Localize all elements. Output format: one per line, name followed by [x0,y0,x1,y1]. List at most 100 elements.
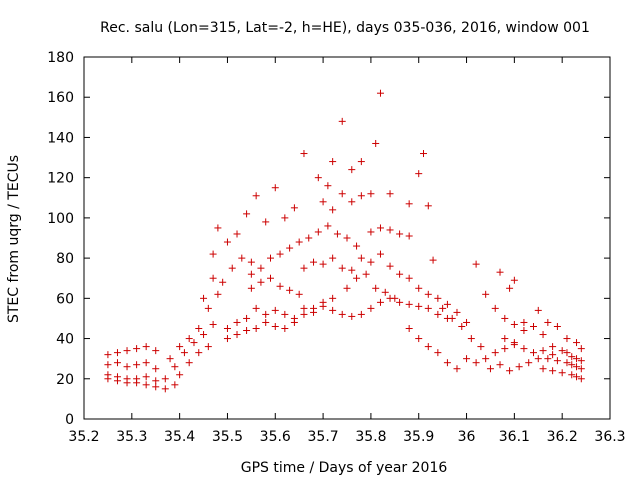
data-point [271,322,279,330]
data-point [348,166,356,174]
y-tick-label: 100 [47,211,74,227]
data-point [166,355,174,363]
data-point [563,359,571,367]
data-point [372,139,380,147]
data-point [496,268,504,276]
data-point [367,258,375,266]
data-point [300,304,308,312]
data-point [219,278,227,286]
data-point [348,312,356,320]
data-point [549,343,557,351]
data-point [104,375,112,383]
x-axis-label: GPS time / Days of year 2016 [241,460,448,476]
data-point [247,270,255,278]
data-point [223,238,231,246]
data-point [362,270,370,278]
data-point [510,320,518,328]
data-point [458,322,466,330]
data-point [386,190,394,198]
y-tick-label: 0 [65,412,74,428]
data-point [262,310,270,318]
data-point [376,298,384,306]
data-point [262,218,270,226]
y-tick-label: 40 [56,332,74,348]
data-point [113,359,121,367]
data-point [233,230,241,238]
data-point [539,347,547,355]
data-point [152,365,160,373]
data-point [195,349,203,357]
data-point [290,318,298,326]
data-point [386,226,394,234]
data-point [529,349,537,357]
data-point [223,335,231,343]
data-point [295,290,303,298]
data-point [252,192,260,200]
data-point [252,304,260,312]
data-point [185,335,193,343]
data-point [568,353,576,361]
data-point [520,318,528,326]
data-point [353,242,361,250]
data-point [415,284,423,292]
data-point [396,270,404,278]
data-point [405,274,413,282]
data-point [558,347,566,355]
y-tick-label: 20 [56,372,74,388]
data-point [424,304,432,312]
x-tick-label: 35.2 [68,429,99,445]
data-point [319,298,327,306]
data-point [424,202,432,210]
data-point [319,260,327,268]
data-point [204,343,212,351]
data-point [180,349,188,357]
data-point [520,327,528,335]
x-tick-label: 35.4 [164,429,195,445]
data-point [534,306,542,314]
data-point [367,304,375,312]
data-point [243,327,251,335]
plot-frame [83,56,611,420]
data-point [286,286,294,294]
data-point [501,335,509,343]
data-point [104,361,112,369]
x-tick-label: 36.1 [499,429,530,445]
data-point [434,294,442,302]
data-point [549,351,557,359]
data-point [171,363,179,371]
data-point [324,182,332,190]
data-point [176,371,184,379]
data-point [357,158,365,166]
data-point [544,355,552,363]
data-point [324,222,332,230]
data-point [396,298,404,306]
data-point [439,304,447,312]
data-point [510,276,518,284]
data-point [247,284,255,292]
data-point [573,373,581,381]
data-point [152,377,160,385]
data-point [266,274,274,282]
data-point [463,318,471,326]
data-point [310,258,318,266]
data-point [286,244,294,252]
data-point [396,230,404,238]
data-point [276,282,284,290]
data-point [209,250,217,258]
data-point [525,359,533,367]
data-point [195,325,203,332]
data-point [376,224,384,232]
data-point [300,264,308,272]
data-point [266,254,274,262]
data-point [415,302,423,310]
data-point [463,355,471,363]
data-point [482,355,490,363]
data-point [577,365,585,373]
data-point [491,304,499,312]
data-points [104,89,585,393]
y-tick-label: 140 [47,130,74,146]
data-point [544,318,552,326]
data-point [161,375,169,383]
data-point [209,320,217,328]
data-point [357,310,365,318]
